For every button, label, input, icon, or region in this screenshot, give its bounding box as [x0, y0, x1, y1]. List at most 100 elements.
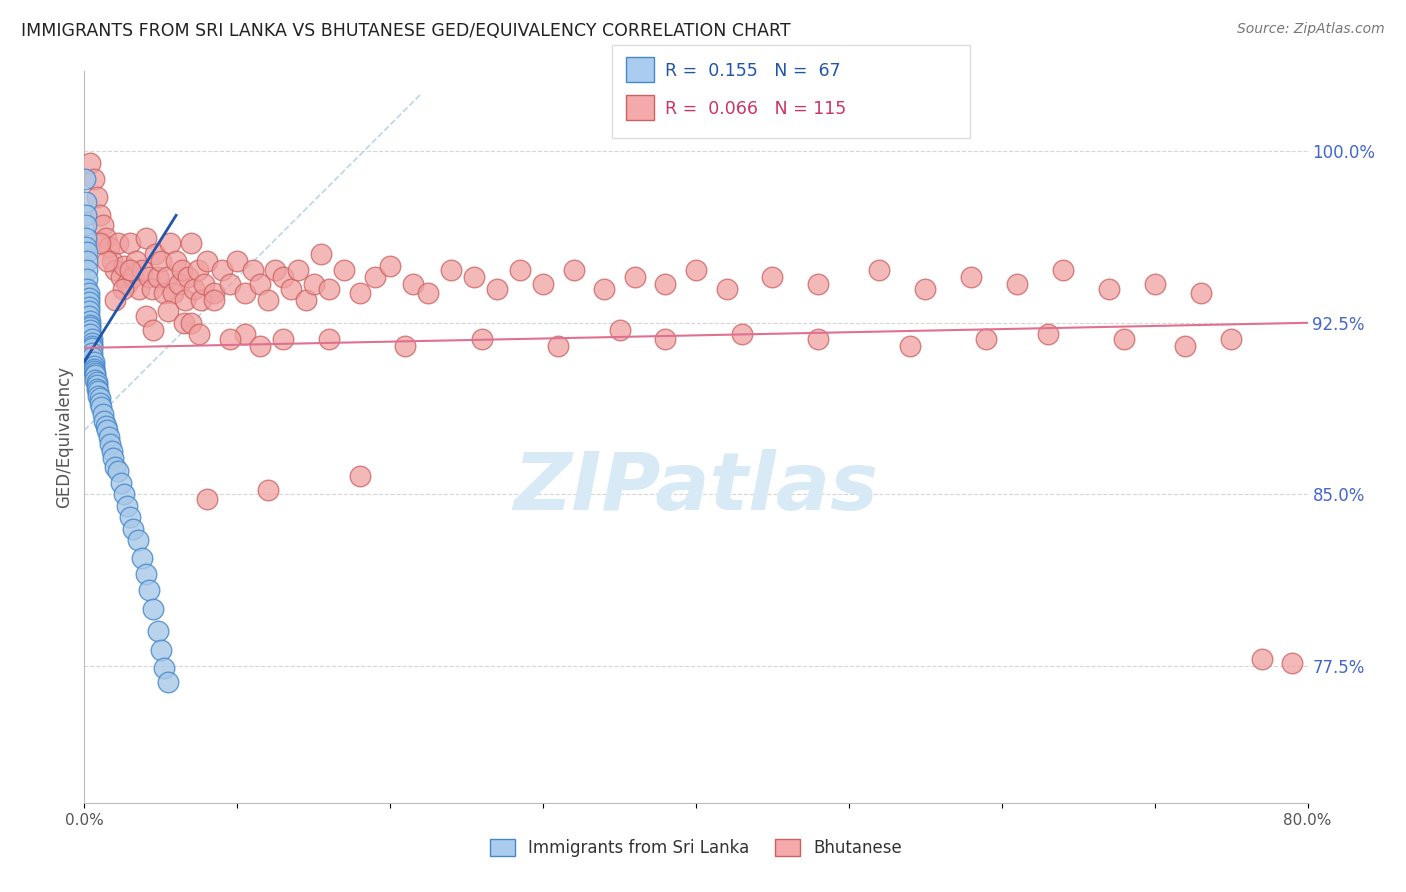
Point — [94, 418, 117, 433]
Point — [1052, 263, 1074, 277]
Point — [318, 332, 340, 346]
Point — [86, 377, 108, 392]
Point — [111, 281, 134, 295]
Point — [761, 270, 783, 285]
Text: ZIPatlas: ZIPatlas — [513, 450, 879, 527]
Point — [112, 259, 135, 273]
Point — [90, 401, 112, 415]
Point — [157, 304, 180, 318]
Point — [257, 483, 280, 497]
Point — [172, 263, 194, 277]
Point — [146, 624, 169, 639]
Point — [80, 338, 103, 352]
Point — [486, 281, 509, 295]
Point — [120, 510, 142, 524]
Point — [101, 254, 124, 268]
Point — [115, 277, 138, 291]
Point — [142, 601, 165, 615]
Point — [162, 286, 184, 301]
Point — [280, 281, 302, 295]
Point — [186, 263, 208, 277]
Point — [173, 316, 195, 330]
Point — [311, 247, 333, 261]
Point — [1281, 657, 1303, 671]
Point — [84, 368, 107, 383]
Point — [418, 286, 440, 301]
Point — [135, 231, 157, 245]
Point — [976, 332, 998, 346]
Point — [80, 336, 103, 351]
Point — [89, 396, 111, 410]
Point — [76, 254, 98, 268]
Point — [318, 281, 340, 295]
Point — [98, 437, 121, 451]
Point — [77, 295, 100, 310]
Point — [83, 364, 105, 378]
Point — [149, 642, 172, 657]
Point — [295, 293, 318, 307]
Point — [226, 254, 249, 268]
Point — [75, 194, 97, 209]
Point — [97, 240, 120, 254]
Point — [1114, 332, 1136, 346]
Point — [128, 281, 150, 295]
Point — [249, 277, 271, 291]
Point — [1250, 652, 1272, 666]
Point — [807, 277, 830, 291]
Point — [80, 345, 103, 359]
Point — [249, 338, 271, 352]
Point — [83, 171, 105, 186]
Point — [89, 235, 111, 250]
Legend: Immigrants from Sri Lanka, Bhutanese: Immigrants from Sri Lanka, Bhutanese — [484, 832, 908, 864]
Point — [624, 270, 647, 285]
Point — [79, 318, 101, 332]
Point — [471, 332, 494, 346]
Point — [87, 384, 110, 399]
Point — [547, 338, 569, 352]
Point — [135, 309, 157, 323]
Point — [104, 263, 127, 277]
Point — [180, 235, 202, 250]
Point — [141, 281, 163, 295]
Point — [914, 281, 936, 295]
Point — [218, 332, 240, 346]
Point — [122, 521, 145, 535]
Point — [79, 323, 101, 337]
Point — [242, 263, 264, 277]
Point — [107, 464, 129, 478]
Point — [77, 300, 100, 314]
Point — [131, 263, 153, 277]
Point — [333, 263, 356, 277]
Point — [77, 286, 100, 301]
Point — [79, 313, 101, 327]
Point — [1005, 277, 1028, 291]
Point — [685, 263, 707, 277]
Point — [153, 661, 176, 675]
Point — [1189, 286, 1212, 301]
Point — [79, 155, 101, 169]
Point — [180, 316, 202, 330]
Point — [302, 277, 325, 291]
Point — [107, 235, 129, 250]
Point — [83, 359, 105, 374]
Point — [807, 332, 830, 346]
Point — [83, 354, 105, 368]
Point — [84, 366, 107, 380]
Text: R =  0.066   N = 115: R = 0.066 N = 115 — [665, 100, 846, 118]
Point — [157, 674, 180, 689]
Point — [1098, 281, 1121, 295]
Point — [380, 259, 402, 273]
Point — [167, 277, 190, 291]
Point — [869, 263, 891, 277]
Point — [125, 254, 148, 268]
Point — [86, 190, 108, 204]
Text: Source: ZipAtlas.com: Source: ZipAtlas.com — [1237, 22, 1385, 37]
Text: R =  0.155   N =  67: R = 0.155 N = 67 — [665, 62, 841, 79]
Point — [271, 332, 294, 346]
Point — [83, 361, 105, 376]
Point — [97, 430, 120, 444]
Point — [75, 218, 97, 232]
Point — [195, 491, 218, 506]
Point — [654, 332, 676, 346]
Point — [86, 382, 108, 396]
